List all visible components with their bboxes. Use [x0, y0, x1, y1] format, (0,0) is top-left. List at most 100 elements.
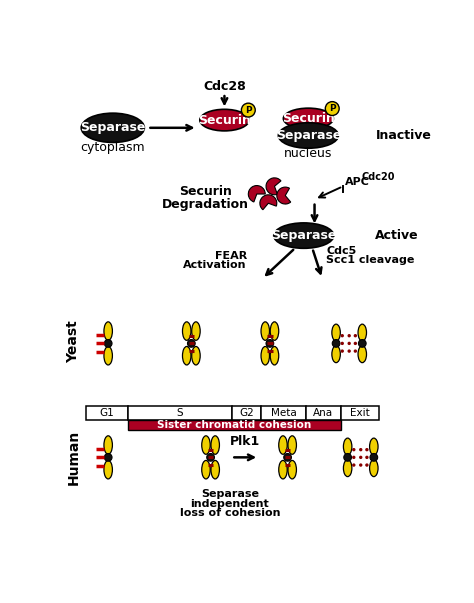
Circle shape — [284, 453, 292, 461]
Text: S: S — [177, 408, 183, 418]
Text: Securin: Securin — [282, 112, 335, 125]
Bar — [128, 420, 341, 431]
Bar — [232, 406, 261, 420]
Circle shape — [266, 339, 273, 347]
Text: loss of cohesion: loss of cohesion — [180, 508, 280, 518]
Text: independent: independent — [191, 499, 269, 508]
Ellipse shape — [182, 347, 191, 365]
Circle shape — [340, 334, 344, 338]
Ellipse shape — [273, 223, 334, 248]
Text: Separase: Separase — [271, 229, 337, 242]
Text: Ana: Ana — [313, 408, 333, 418]
Circle shape — [340, 342, 344, 345]
Text: Meta: Meta — [271, 408, 297, 418]
Text: Human: Human — [66, 430, 81, 485]
Ellipse shape — [211, 436, 219, 454]
Text: FEAR: FEAR — [215, 251, 247, 260]
Ellipse shape — [270, 347, 279, 365]
Text: Cdc20: Cdc20 — [362, 172, 395, 182]
Circle shape — [352, 448, 356, 452]
Circle shape — [365, 448, 369, 452]
Circle shape — [354, 349, 357, 353]
Text: G1: G1 — [100, 408, 114, 418]
Ellipse shape — [202, 436, 210, 454]
Text: APC: APC — [345, 177, 369, 188]
Circle shape — [104, 453, 112, 461]
Circle shape — [344, 453, 352, 461]
Text: Separase: Separase — [80, 121, 146, 134]
Text: Cdc5: Cdc5 — [326, 246, 356, 256]
Ellipse shape — [81, 113, 145, 142]
Text: Exit: Exit — [350, 408, 370, 418]
Text: Securin: Securin — [198, 113, 251, 127]
Circle shape — [359, 456, 363, 459]
Text: P: P — [245, 106, 252, 115]
Circle shape — [354, 334, 357, 338]
Wedge shape — [266, 178, 281, 195]
Text: G2: G2 — [239, 408, 254, 418]
Ellipse shape — [288, 436, 296, 454]
Text: cytoplasm: cytoplasm — [81, 141, 145, 154]
Ellipse shape — [343, 438, 352, 455]
Circle shape — [325, 102, 339, 116]
Text: Sister chromatid cohesion: Sister chromatid cohesion — [157, 420, 311, 430]
Text: Active: Active — [374, 229, 418, 242]
Ellipse shape — [191, 322, 200, 340]
Ellipse shape — [279, 436, 287, 454]
Ellipse shape — [358, 346, 366, 362]
Ellipse shape — [332, 346, 340, 362]
Ellipse shape — [202, 461, 210, 479]
Ellipse shape — [104, 322, 112, 340]
Wedge shape — [260, 195, 277, 210]
Circle shape — [104, 339, 112, 347]
Circle shape — [340, 349, 344, 353]
Circle shape — [347, 342, 351, 345]
Text: Cdc28: Cdc28 — [203, 80, 246, 93]
Circle shape — [359, 448, 363, 452]
Ellipse shape — [104, 436, 112, 454]
Text: Plk1: Plk1 — [230, 435, 260, 448]
Ellipse shape — [261, 322, 270, 340]
Text: Securin: Securin — [179, 185, 232, 198]
Circle shape — [365, 456, 369, 459]
Ellipse shape — [261, 347, 270, 365]
Ellipse shape — [279, 461, 287, 479]
Wedge shape — [277, 187, 291, 204]
Circle shape — [365, 463, 369, 467]
Text: Separase: Separase — [201, 489, 259, 499]
Text: Separase: Separase — [276, 129, 341, 142]
Ellipse shape — [332, 324, 340, 341]
Bar — [306, 406, 341, 420]
Ellipse shape — [182, 322, 191, 340]
Text: nucleus: nucleus — [284, 148, 333, 160]
Ellipse shape — [370, 438, 378, 455]
Ellipse shape — [104, 347, 112, 365]
Ellipse shape — [288, 461, 296, 479]
Circle shape — [358, 339, 366, 347]
Ellipse shape — [358, 324, 366, 341]
Circle shape — [352, 463, 356, 467]
Ellipse shape — [270, 322, 279, 340]
Ellipse shape — [200, 109, 249, 131]
Ellipse shape — [283, 108, 333, 129]
Circle shape — [207, 453, 214, 461]
Bar — [341, 406, 379, 420]
Text: Activation: Activation — [183, 260, 247, 270]
Ellipse shape — [211, 461, 219, 479]
Ellipse shape — [343, 459, 352, 476]
Text: Scc1 cleavage: Scc1 cleavage — [326, 255, 414, 265]
Circle shape — [370, 453, 378, 461]
Circle shape — [347, 349, 351, 353]
Ellipse shape — [370, 459, 378, 476]
Circle shape — [359, 463, 363, 467]
Wedge shape — [248, 186, 265, 202]
Circle shape — [347, 334, 351, 338]
Circle shape — [188, 339, 195, 347]
Text: P: P — [329, 104, 336, 113]
Circle shape — [352, 456, 356, 459]
Circle shape — [354, 342, 357, 345]
Ellipse shape — [278, 123, 338, 148]
Ellipse shape — [104, 461, 112, 479]
Bar — [261, 406, 306, 420]
Text: Degradation: Degradation — [162, 198, 249, 210]
